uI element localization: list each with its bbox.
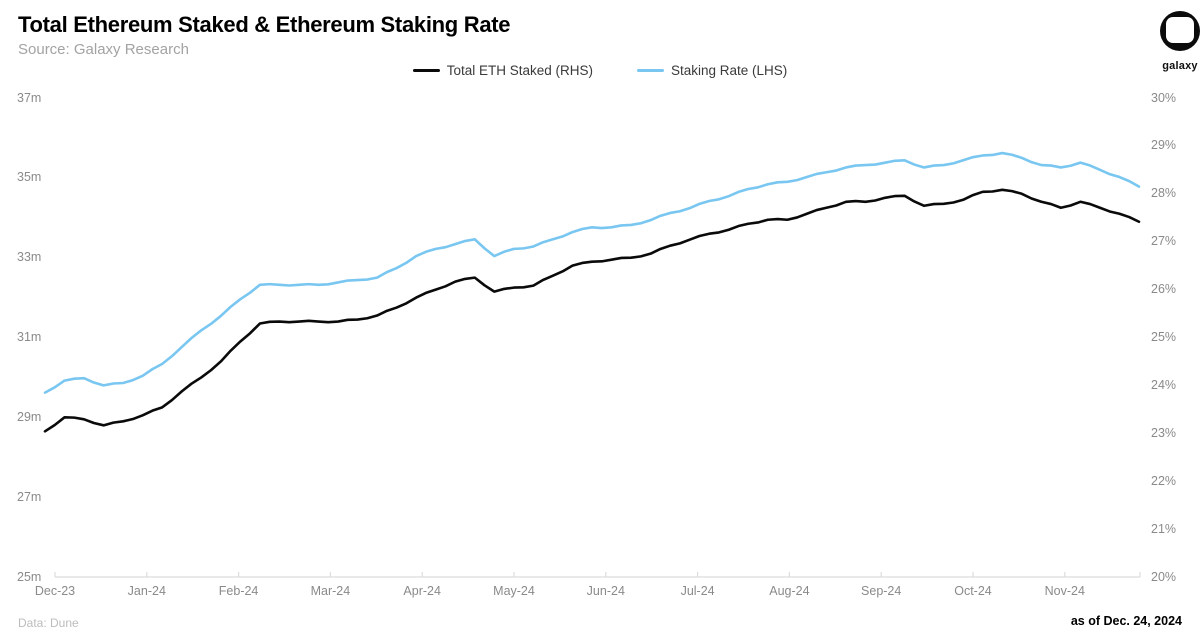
y-axis-label-right: 27%	[1151, 234, 1177, 249]
black-line-swatch-icon	[412, 69, 440, 72]
y-axis-label-right: 30%	[1151, 90, 1177, 105]
x-axis-label: Jun-24	[586, 584, 625, 598]
y-axis-label-left: 29m	[17, 409, 42, 424]
y-axis-label-left: 27m	[17, 489, 42, 504]
x-axis-label: Mar-24	[310, 584, 351, 598]
x-axis-label: Oct-24	[954, 584, 992, 598]
galaxy-logo-icon	[1160, 11, 1200, 51]
x-axis-label: Dec-23	[34, 584, 76, 598]
y-axis-label-right: 22%	[1151, 473, 1177, 488]
series-line-total-eth-staked	[43, 188, 1141, 433]
data-source-label: Data: Dune	[18, 616, 79, 630]
y-axis-label-right: 26%	[1151, 282, 1177, 297]
page-title: Total Ethereum Staked & Ethereum Staking…	[18, 12, 511, 37]
y-axis-label-right: 21%	[1151, 521, 1177, 536]
y-axis-label-left: 25m	[17, 569, 42, 584]
y-axis-label-right: 23%	[1151, 425, 1177, 440]
x-axis-label: Feb-24	[218, 584, 259, 598]
x-axis-label: Aug-24	[769, 584, 810, 598]
x-axis-label: Nov-24	[1044, 584, 1085, 598]
x-axis-label: Apr-24	[403, 584, 441, 598]
legend-label-staking-rate: Staking Rate (LHS)	[670, 63, 788, 78]
x-axis-label: Jul-24	[680, 584, 715, 598]
y-axis-label-right: 28%	[1151, 186, 1177, 201]
galaxy-logo-text: galaxy	[1162, 60, 1198, 72]
legend-label-total-eth-staked: Total ETH Staked (RHS)	[446, 63, 593, 78]
legend-item-staking-rate: Staking Rate (LHS)	[636, 63, 788, 78]
y-axis-label-right: 29%	[1151, 138, 1177, 153]
legend-item-total-eth-staked: Total ETH Staked (RHS)	[412, 63, 593, 78]
y-axis-label-right: 24%	[1151, 377, 1177, 392]
x-axis-label: Sep-24	[861, 584, 902, 598]
y-axis-label-left: 33m	[17, 250, 42, 265]
chart-legend: Total ETH Staked (RHS) Staking Rate (LHS…	[0, 63, 1200, 78]
source-label: Source: Galaxy Research	[18, 41, 189, 58]
series-line-staking-rate	[43, 151, 1141, 394]
blue-line-swatch-icon	[636, 69, 664, 72]
x-axis-label: May-24	[493, 584, 535, 598]
y-axis-label-right: 25%	[1151, 330, 1177, 344]
y-axis-label-left: 37m	[17, 90, 42, 105]
x-axis-label: Jan-24	[127, 584, 166, 598]
galaxy-logo: galaxy	[1157, 10, 1200, 72]
as-of-date-label: as of Dec. 24, 2024	[1070, 614, 1182, 628]
y-axis-label-left: 31m	[17, 330, 42, 344]
y-axis-label-right: 20%	[1151, 569, 1177, 584]
y-axis-label-left: 35m	[17, 170, 42, 185]
